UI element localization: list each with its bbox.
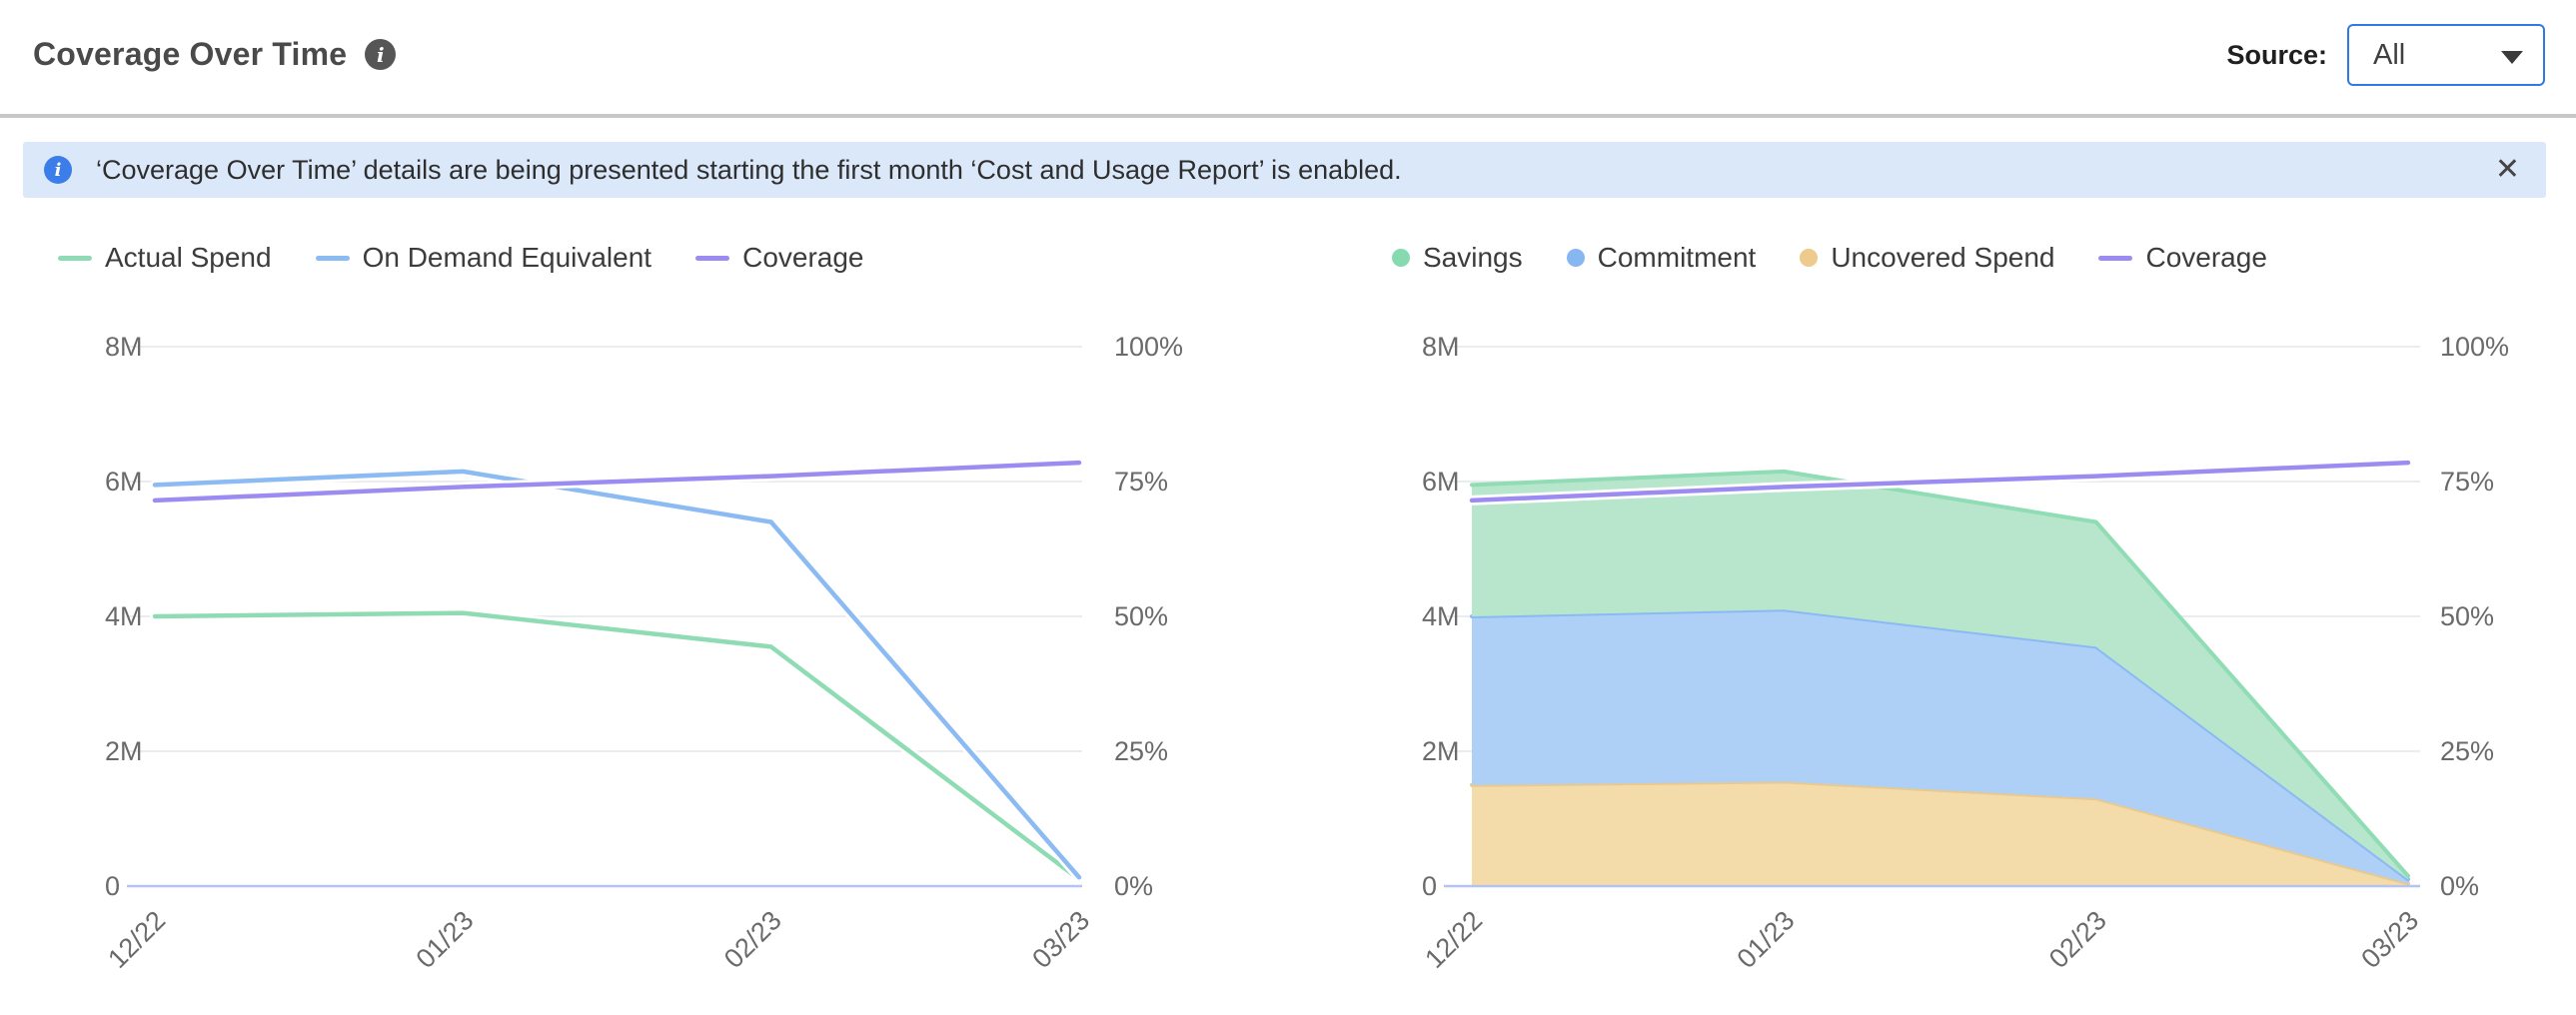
percent-axis-tick-label: 75% xyxy=(1114,467,1168,497)
percent-axis-tick-label: 100% xyxy=(2440,332,2509,362)
banner-info-icon: i xyxy=(44,156,72,184)
x-axis-tick-label: 03/23 xyxy=(1026,905,1095,974)
percent-axis-tick-label: 50% xyxy=(1114,601,1168,631)
left-chart-legend: Actual Spend On Demand Equivalent Coverage xyxy=(58,238,864,278)
legend-dot-swatch-icon xyxy=(1800,249,1819,267)
area-edge-uncovered-spend xyxy=(1470,779,2410,886)
area-edge-savings xyxy=(1470,469,2410,878)
legend-label: On Demand Equivalent xyxy=(362,242,652,273)
x-axis-tick-label: 02/23 xyxy=(2043,905,2112,974)
right-chart-legend: Savings Commitment Uncovered Spend Coverage xyxy=(1392,238,2267,278)
title-info-icon[interactable]: i xyxy=(365,39,397,70)
y-axis-tick-label: 6M xyxy=(105,467,143,497)
x-axis-tick-label: 02/23 xyxy=(718,905,787,974)
y-axis-tick-label: 4M xyxy=(105,601,143,631)
source-dropdown-value: All xyxy=(2373,38,2406,71)
y-axis-tick-label: 2M xyxy=(1422,736,1460,766)
right-chart-canvas: 0 0% 2M 25% 4M 50% 6M 75% 8M 100% 12/22 01/23 02/23 0… xyxy=(1419,332,2509,974)
legend-dot-swatch-icon xyxy=(1392,249,1410,267)
page-title: Coverage Over Time xyxy=(33,36,348,72)
legend-dot-swatch-icon xyxy=(1566,249,1585,267)
legend-line-swatch-icon xyxy=(58,255,92,261)
legend-label: Uncovered Spend xyxy=(1831,242,2055,273)
legend-line-swatch-icon xyxy=(315,255,350,261)
x-axis-tick-label: 03/23 xyxy=(2355,905,2424,974)
legend-line-swatch-icon xyxy=(695,255,730,261)
series-line-coverage xyxy=(1469,460,2411,504)
legend-item-uncovered-spend[interactable]: Uncovered Spend xyxy=(1800,242,2054,274)
legend-label: Coverage xyxy=(2145,242,2267,273)
banner-text: ‘Coverage Over Time’ details are being p… xyxy=(96,154,1402,185)
x-axis-tick-label: 12/22 xyxy=(102,905,171,974)
source-control: Source: All xyxy=(2226,24,2545,86)
legend-line-swatch-icon xyxy=(2098,255,2133,261)
x-axis-tick-label: 12/22 xyxy=(1419,905,1488,974)
x-axis-tick-label: 01/23 xyxy=(411,905,480,974)
y-axis-tick-label: 8M xyxy=(1422,332,1460,362)
widget-header: Coverage Over Time i Source: All xyxy=(0,0,2576,115)
left-chart-canvas: 0 0% 2M 25% 4M 50% 6M 75% 8M 100% 12/22 01/23 02/23 0… xyxy=(102,332,1183,974)
percent-axis-tick-label: 0% xyxy=(1114,871,1153,901)
y-axis-tick-label: 2M xyxy=(105,736,143,766)
legend-item-actual-spend[interactable]: Actual Spend xyxy=(58,242,272,274)
percent-axis-tick-label: 75% xyxy=(2440,467,2494,497)
source-dropdown[interactable]: All xyxy=(2347,24,2545,86)
y-axis-tick-label: 4M xyxy=(1422,601,1460,631)
title-wrap: Coverage Over Time i xyxy=(33,36,397,73)
series-line-on-demand-equivalent xyxy=(152,469,1082,880)
header-divider xyxy=(0,114,2576,118)
y-axis-tick-label: 8M xyxy=(105,332,143,362)
area-uncovered-spend xyxy=(1472,781,2408,886)
line-halo xyxy=(150,466,1084,883)
area-edge-commitment xyxy=(1470,607,2410,882)
legend-label: Coverage xyxy=(742,242,864,273)
line-halo xyxy=(150,607,1084,885)
legend-label: Commitment xyxy=(1597,242,1757,273)
percent-axis-tick-label: 0% xyxy=(2440,871,2479,901)
info-glyph: i xyxy=(376,42,385,67)
series-line-actual-spend xyxy=(152,610,1082,882)
source-label: Source: xyxy=(2226,39,2327,70)
legend-item-on-demand-equivalent[interactable]: On Demand Equivalent xyxy=(315,242,652,274)
percent-axis-tick-label: 25% xyxy=(1114,736,1168,766)
dropdown-caret-icon xyxy=(2501,51,2523,64)
y-axis-tick-label: 0 xyxy=(1422,871,1437,901)
x-axis-tick-label: 01/23 xyxy=(1732,905,1801,974)
info-glyph: i xyxy=(54,159,62,181)
y-axis-tick-label: 0 xyxy=(105,871,120,901)
legend-item-coverage[interactable]: Coverage xyxy=(2098,242,2267,274)
legend-item-savings[interactable]: Savings xyxy=(1392,242,1523,274)
area-savings xyxy=(1472,471,2408,880)
legend-label: Savings xyxy=(1423,242,1523,273)
percent-axis-tick-label: 50% xyxy=(2440,601,2494,631)
legend-label: Actual Spend xyxy=(105,242,272,273)
legend-item-commitment[interactable]: Commitment xyxy=(1566,242,1757,274)
y-axis-tick-label: 6M xyxy=(1422,467,1460,497)
area-commitment xyxy=(1472,609,2408,884)
legend-item-coverage[interactable]: Coverage xyxy=(695,242,864,274)
info-banner: i ‘Coverage Over Time’ details are being… xyxy=(23,142,2546,198)
banner-close-icon[interactable]: ✕ xyxy=(2494,153,2520,186)
percent-axis-tick-label: 25% xyxy=(2440,736,2494,766)
percent-axis-tick-label: 100% xyxy=(1114,332,1183,362)
series-line-coverage xyxy=(152,460,1082,504)
